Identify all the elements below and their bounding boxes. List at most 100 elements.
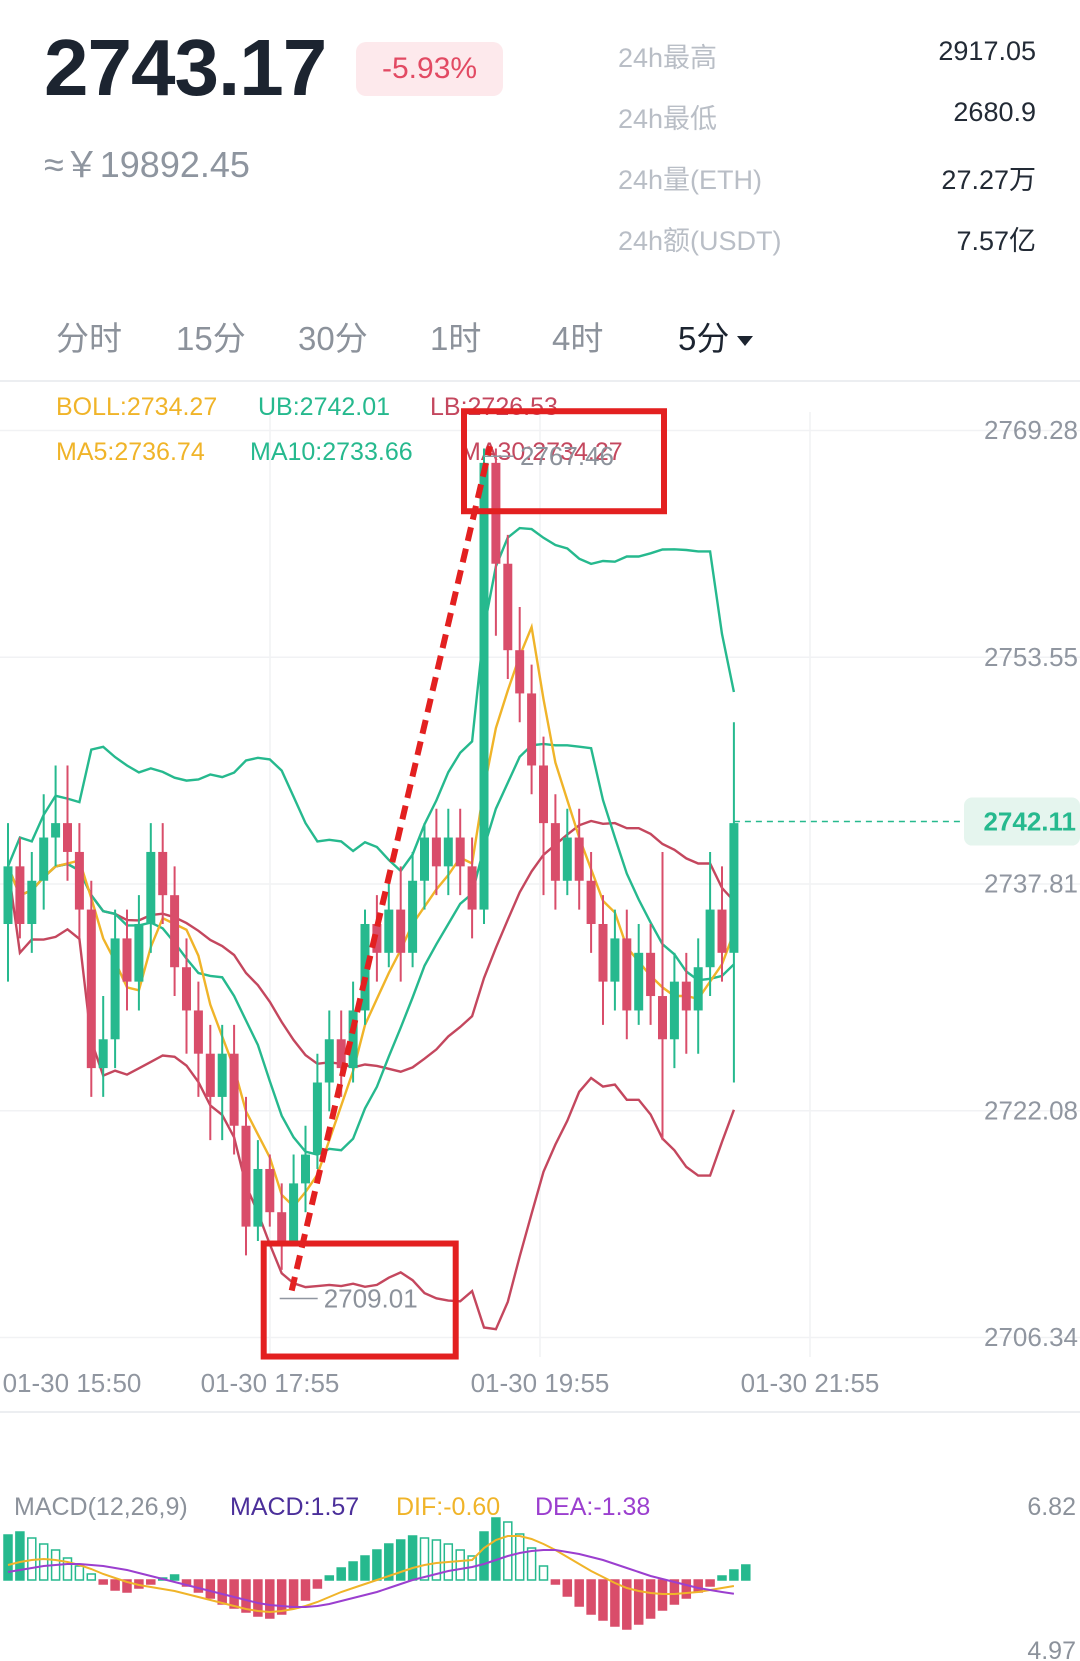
macd-bar — [324, 1575, 335, 1581]
macd-bar — [479, 1531, 489, 1581]
candle-body — [408, 880, 418, 953]
macd-bar — [455, 1549, 465, 1581]
candle-body — [15, 866, 25, 924]
candle-body — [110, 938, 120, 1040]
candle-body — [503, 563, 513, 651]
y-tick-label: 2706.34 — [984, 1322, 1078, 1352]
y-tick-label: 2737.81 — [984, 869, 1078, 899]
x-tick-label: 01-30 19:55 — [471, 1368, 610, 1398]
stat-label: 24h量(ETH) — [618, 165, 763, 195]
current-price-badge — [964, 797, 1080, 846]
stat-volume: 24h量(ETH) 27.27万 — [618, 158, 1036, 219]
candle-body — [431, 837, 441, 867]
macd-bar — [146, 1579, 156, 1585]
low-highlight-box — [260, 1240, 459, 1360]
macd-bar — [312, 1579, 323, 1589]
macd-bar — [550, 1579, 561, 1585]
macd-bar — [98, 1579, 108, 1585]
macd-bar — [336, 1567, 346, 1581]
macd-bar — [645, 1579, 656, 1619]
candle-body — [98, 1039, 108, 1069]
candle-body — [610, 938, 620, 982]
candle-body — [182, 967, 191, 1011]
candle-body — [479, 462, 489, 910]
y-tick-label: 2769.28 — [984, 415, 1078, 445]
boll-lb-line — [6, 866, 736, 1331]
tab-15m[interactable]: 15分 — [176, 320, 246, 357]
tab-5m[interactable]: 5分 — [678, 312, 754, 360]
candle-body — [467, 866, 477, 910]
tab-4h[interactable]: 4时 — [552, 320, 604, 357]
y-axis-ticks: 2769.28 2753.55 2737.81 2722.08 2706.34 — [984, 415, 1078, 1352]
macd-bar — [514, 1533, 525, 1581]
candle-body — [217, 1053, 227, 1097]
candle-body — [193, 1010, 203, 1054]
macd-bar — [586, 1579, 596, 1615]
candle-body — [312, 1082, 322, 1155]
candle-body — [455, 837, 465, 867]
indicator-lines — [6, 526, 736, 1331]
macd-bar — [229, 1579, 239, 1609]
candle-body — [443, 837, 453, 867]
macd-bar — [741, 1564, 751, 1581]
stat-value: 2917.05 — [938, 36, 1036, 66]
candle-body — [39, 837, 49, 881]
stat-value: 27.27万 — [941, 165, 1036, 195]
high-highlight-box — [461, 408, 667, 515]
macd-bar — [276, 1579, 287, 1615]
candle-body — [348, 1010, 358, 1069]
candle-body — [229, 1053, 239, 1126]
candle-body — [622, 938, 632, 1011]
legend-ub: UB:2742.01 — [258, 393, 390, 421]
macd-bar — [110, 1579, 120, 1591]
candle-body — [122, 938, 132, 982]
macd-bar — [395, 1539, 406, 1581]
macd-bar — [15, 1531, 25, 1581]
tab-30m[interactable]: 30分 — [298, 320, 368, 357]
candle-body — [3, 866, 13, 924]
macd-bar — [122, 1579, 132, 1593]
candle-body — [134, 923, 144, 982]
macd-bar — [538, 1565, 549, 1581]
candle-body — [241, 1125, 251, 1227]
kline-chart[interactable]: BOLL:2734.27 UB:2742.01 LB:2726.53 MA5:2… — [0, 382, 1080, 1661]
macd-bar — [705, 1579, 715, 1587]
macd-bar — [62, 1557, 73, 1581]
candle-body — [717, 909, 727, 953]
ma5-line — [6, 622, 736, 1209]
candle-body — [146, 851, 156, 924]
macd-panel — [3, 1517, 751, 1630]
legend-lb: LB:2726.53 — [430, 393, 558, 421]
macd-bar — [86, 1573, 97, 1581]
candle-body — [396, 909, 406, 953]
x-tick-label: 01-30 17:55 — [201, 1368, 340, 1398]
stat-label: 24h最高 — [618, 43, 718, 73]
stat-value: 7.57亿 — [956, 226, 1036, 256]
macd-name: MACD(12,26,9) — [14, 1493, 188, 1521]
candle-body — [265, 1168, 275, 1213]
stat-value: 2680.9 — [953, 97, 1036, 127]
macd-bar — [217, 1579, 227, 1605]
candle-body — [598, 923, 608, 982]
candle-body — [170, 895, 180, 968]
macd-bar — [384, 1543, 394, 1581]
tab-timeline[interactable]: 分时 — [56, 320, 122, 357]
macd-bar — [38, 1543, 49, 1581]
tab-1h[interactable]: 1时 — [430, 320, 482, 357]
x-tick-label: 01-30 21:55 — [741, 1368, 880, 1398]
macd-bar — [717, 1575, 727, 1581]
candle-body — [705, 909, 715, 968]
candle-body — [658, 996, 667, 1040]
x-axis-ticks: 01-30 15:50 01-30 17:55 01-30 19:55 01-30 2… — [3, 1368, 880, 1398]
ma30-line — [6, 819, 735, 1073]
dea-line — [7, 1549, 735, 1608]
macd-bar — [633, 1579, 644, 1625]
boll-ub-line — [6, 526, 736, 873]
macd-axis-bottom: 4.97 — [1027, 1637, 1076, 1661]
current-price-label: 2742.11 — [983, 807, 1076, 837]
legend-ma5: MA5:2736.74 — [56, 438, 205, 466]
candle-body — [384, 909, 394, 953]
caret-down-icon — [737, 336, 754, 347]
y-tick-label: 2753.55 — [984, 642, 1078, 672]
macd-bar — [610, 1579, 620, 1627]
